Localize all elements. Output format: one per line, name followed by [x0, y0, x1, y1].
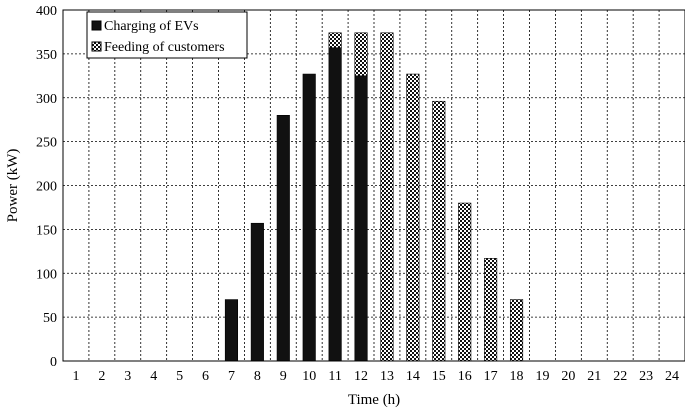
x-tick-label: 11 [328, 369, 341, 384]
legend-box [86, 11, 248, 59]
legend-label-charging: Charging of EVs [104, 19, 199, 34]
y-tick-label: 350 [36, 48, 57, 63]
x-tick-labels: 1 2 3 4 5 6 7 8 9 10 11 12 13 14 15 16 17 18 19 20 21 22 23 24 [72, 369, 679, 384]
legend-swatch-feeding [91, 41, 102, 52]
y-tick-label: 250 [36, 136, 57, 151]
bars [224, 32, 524, 362]
legend: Charging of EVs Feeding of customers [86, 11, 248, 59]
x-tick-label: 22 [613, 369, 627, 384]
bar-feeding-18 [509, 299, 524, 362]
x-tick-label: 24 [665, 369, 679, 384]
x-tick-label: 15 [432, 369, 446, 384]
x-tick-label: 20 [561, 369, 575, 384]
bar-feeding-11 [328, 32, 342, 49]
plot-frame [62, 9, 685, 362]
x-tick-label: 8 [254, 369, 261, 384]
grid [63, 10, 685, 361]
y-tick-label: 200 [36, 180, 57, 195]
bar-feeding-13 [380, 32, 394, 362]
x-tick-label: 7 [228, 369, 235, 384]
x-tick-label: 18 [510, 369, 524, 384]
x-tick-label: 5 [176, 369, 183, 384]
x-tick-label: 1 [72, 369, 79, 384]
y-tick-label: 300 [36, 92, 57, 107]
x-tick-label: 23 [639, 369, 653, 384]
x-tick-label: 21 [587, 369, 601, 384]
bar-charging-9 [276, 115, 290, 362]
bar-charging-8 [250, 222, 264, 362]
x-tick-label: 13 [380, 369, 394, 384]
y-axis-label: Power (kW) [5, 149, 21, 223]
y-tick-labels: 0 50 100 150 200 250 300 350 400 [36, 4, 57, 370]
legend-label-feeding: Feeding of customers [104, 40, 225, 55]
bar-charging-7 [224, 299, 239, 362]
bar-feeding-15 [432, 100, 446, 362]
x-tick-label: 10 [302, 369, 316, 384]
bar-feeding-17 [484, 258, 498, 362]
y-tick-label: 100 [36, 267, 57, 282]
x-tick-label: 14 [406, 369, 420, 384]
legend-swatch-charging [91, 20, 102, 31]
bar-charging-10 [302, 73, 316, 362]
x-tick-label: 6 [202, 369, 209, 384]
axes [62, 9, 685, 362]
x-tick-label: 16 [458, 369, 472, 384]
bar-charging-12 [354, 75, 368, 362]
x-tick-label: 3 [124, 369, 131, 384]
bar-feeding-14 [406, 73, 420, 362]
x-tick-label: 19 [535, 369, 549, 384]
bar-feeding-12 [354, 32, 368, 77]
y-tick-label: 400 [36, 4, 57, 19]
x-tick-label: 4 [150, 369, 157, 384]
x-axis-label: Time (h) [348, 392, 400, 408]
y-tick-label: 150 [36, 223, 57, 238]
y-tick-label: 0 [50, 355, 57, 370]
x-tick-label: 17 [484, 369, 498, 384]
x-tick-label: 2 [98, 369, 105, 384]
bar-charging-11 [328, 47, 342, 362]
bar-feeding-16 [458, 202, 472, 362]
y-tick-label: 50 [43, 311, 57, 326]
x-tick-label: 9 [280, 369, 287, 384]
x-tick-label: 12 [354, 369, 368, 384]
